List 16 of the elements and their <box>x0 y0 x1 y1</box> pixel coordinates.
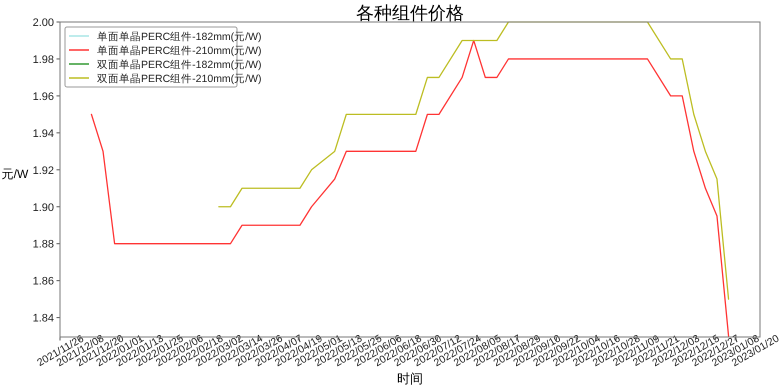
chart-title: 各种组件价格 <box>356 3 464 23</box>
y-tick-label: 1.86 <box>32 276 54 288</box>
y-tick-label: 2.00 <box>32 17 54 29</box>
y-axis-title: 元/W <box>2 167 29 181</box>
legend-label: 双面单晶PERC组件-210mm(元/W) <box>97 72 262 85</box>
legend-label: 双面单晶PERC组件-182mm(元/W) <box>97 58 262 71</box>
y-tick-label: 1.90 <box>32 202 54 214</box>
y-tick-label: 1.88 <box>32 238 54 251</box>
y-tick-label: 1.84 <box>32 312 54 325</box>
y-tick-label: 1.92 <box>32 164 54 177</box>
legend-label: 单面单晶PERC组件-182mm(元/W) <box>97 30 262 43</box>
y-tick-label: 1.96 <box>32 90 54 103</box>
x-axis-title: 时间 <box>397 371 423 386</box>
y-tick-label: 1.94 <box>32 128 54 140</box>
y-tick-label: 1.98 <box>32 54 54 66</box>
legend-label: 单面单晶PERC组件-210mm(元/W) <box>97 44 262 57</box>
